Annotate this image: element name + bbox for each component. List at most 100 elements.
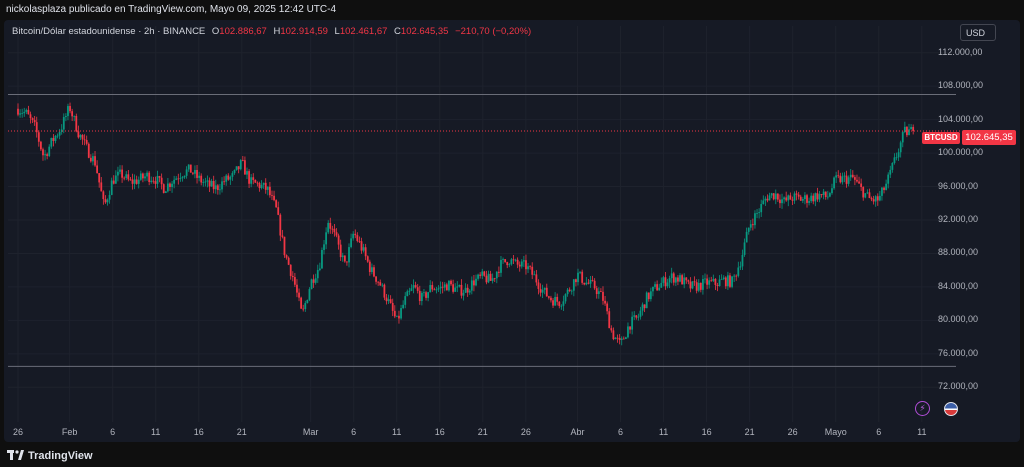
candle bbox=[754, 210, 756, 229]
candle-body bbox=[183, 175, 186, 178]
candle-body bbox=[685, 277, 688, 281]
candle-body bbox=[418, 290, 421, 302]
candle bbox=[706, 274, 708, 290]
candle bbox=[73, 115, 76, 122]
y-tick-label: 96.000,00 bbox=[938, 180, 979, 191]
us-flag-icon[interactable] bbox=[944, 402, 958, 416]
candle bbox=[787, 194, 790, 207]
candle-body bbox=[94, 156, 96, 166]
candle bbox=[493, 277, 496, 283]
candle-body bbox=[37, 132, 40, 142]
candle bbox=[352, 231, 355, 241]
candle bbox=[510, 257, 513, 266]
candle bbox=[712, 274, 715, 283]
candle-body bbox=[42, 149, 44, 156]
candle bbox=[360, 237, 363, 254]
candle bbox=[54, 134, 57, 144]
candle bbox=[593, 278, 596, 290]
candle-body bbox=[204, 181, 207, 183]
candle-body bbox=[627, 326, 629, 338]
candle bbox=[554, 292, 557, 306]
candle bbox=[847, 175, 850, 187]
candle-body bbox=[708, 280, 711, 285]
candlestick-chart[interactable] bbox=[4, 20, 1020, 442]
candle-body bbox=[225, 175, 228, 182]
candle-body bbox=[81, 134, 84, 140]
candle bbox=[864, 193, 867, 199]
candle bbox=[610, 325, 613, 333]
legend-open-key: O bbox=[211, 26, 220, 37]
candle-body bbox=[883, 187, 885, 190]
candle bbox=[127, 169, 130, 182]
y-tick-label: 80.000,00 bbox=[938, 314, 979, 325]
candle bbox=[44, 149, 46, 161]
chart-frame[interactable]: Bitcoin/Dólar estadounidense · 2h · BINA… bbox=[4, 20, 1020, 442]
candle bbox=[327, 220, 330, 235]
candle-body bbox=[191, 172, 194, 174]
currency-button[interactable]: USD bbox=[960, 24, 996, 41]
candle bbox=[306, 299, 309, 304]
candle-body bbox=[60, 129, 63, 133]
candle-body bbox=[760, 204, 763, 213]
candle bbox=[614, 337, 617, 340]
candle bbox=[514, 258, 517, 262]
candle bbox=[631, 311, 634, 335]
candle-body bbox=[718, 279, 721, 286]
candle-body bbox=[829, 193, 831, 197]
candle bbox=[96, 160, 99, 174]
legend-change: −210,70 (−0,20%) bbox=[455, 26, 532, 37]
candle bbox=[69, 102, 71, 114]
candle-body bbox=[114, 175, 117, 184]
candle-body bbox=[352, 233, 355, 239]
candle-body bbox=[348, 247, 350, 263]
candle bbox=[772, 193, 775, 201]
candle bbox=[323, 239, 325, 255]
candle bbox=[162, 183, 165, 194]
candle-body bbox=[400, 308, 402, 319]
candle-body bbox=[887, 174, 890, 184]
candle-body bbox=[868, 192, 871, 199]
candle bbox=[33, 116, 36, 126]
candle bbox=[298, 288, 300, 302]
candle-body bbox=[69, 106, 71, 112]
chart-legend: Bitcoin/Dólar estadounidense · 2h · BINA… bbox=[12, 26, 531, 37]
candle-body bbox=[83, 139, 86, 141]
candle bbox=[891, 162, 894, 173]
candle-body bbox=[475, 278, 477, 286]
candle bbox=[246, 167, 248, 179]
candle-body bbox=[908, 129, 910, 136]
candle bbox=[527, 262, 529, 274]
candle-body bbox=[302, 308, 305, 310]
lightning-icon[interactable]: ⚡ bbox=[915, 401, 930, 416]
candle-body bbox=[547, 296, 550, 298]
candle bbox=[219, 184, 221, 195]
candle bbox=[606, 301, 609, 315]
candle-body bbox=[885, 183, 888, 190]
candle-body bbox=[810, 195, 813, 202]
candle bbox=[500, 256, 502, 277]
candle bbox=[235, 166, 238, 171]
candle-body bbox=[439, 286, 442, 289]
candle bbox=[870, 196, 873, 202]
candle-body bbox=[154, 181, 157, 184]
candle bbox=[649, 287, 652, 302]
candle-body bbox=[92, 156, 94, 162]
candle bbox=[354, 229, 357, 239]
candle-body bbox=[743, 242, 746, 255]
candle-body bbox=[683, 277, 686, 285]
candle-body bbox=[597, 291, 600, 294]
candle-body bbox=[504, 259, 507, 263]
candle bbox=[400, 304, 402, 320]
candle bbox=[198, 171, 201, 182]
candle-body bbox=[903, 126, 906, 133]
candle-body bbox=[533, 274, 536, 276]
candle-body bbox=[722, 277, 725, 280]
candle bbox=[268, 181, 271, 198]
candle bbox=[833, 176, 835, 190]
candle bbox=[804, 192, 806, 205]
candle-body bbox=[306, 299, 309, 304]
candle-body bbox=[608, 311, 611, 329]
candle-body bbox=[71, 111, 74, 117]
candle-body bbox=[441, 286, 444, 288]
candle-body bbox=[277, 207, 280, 215]
